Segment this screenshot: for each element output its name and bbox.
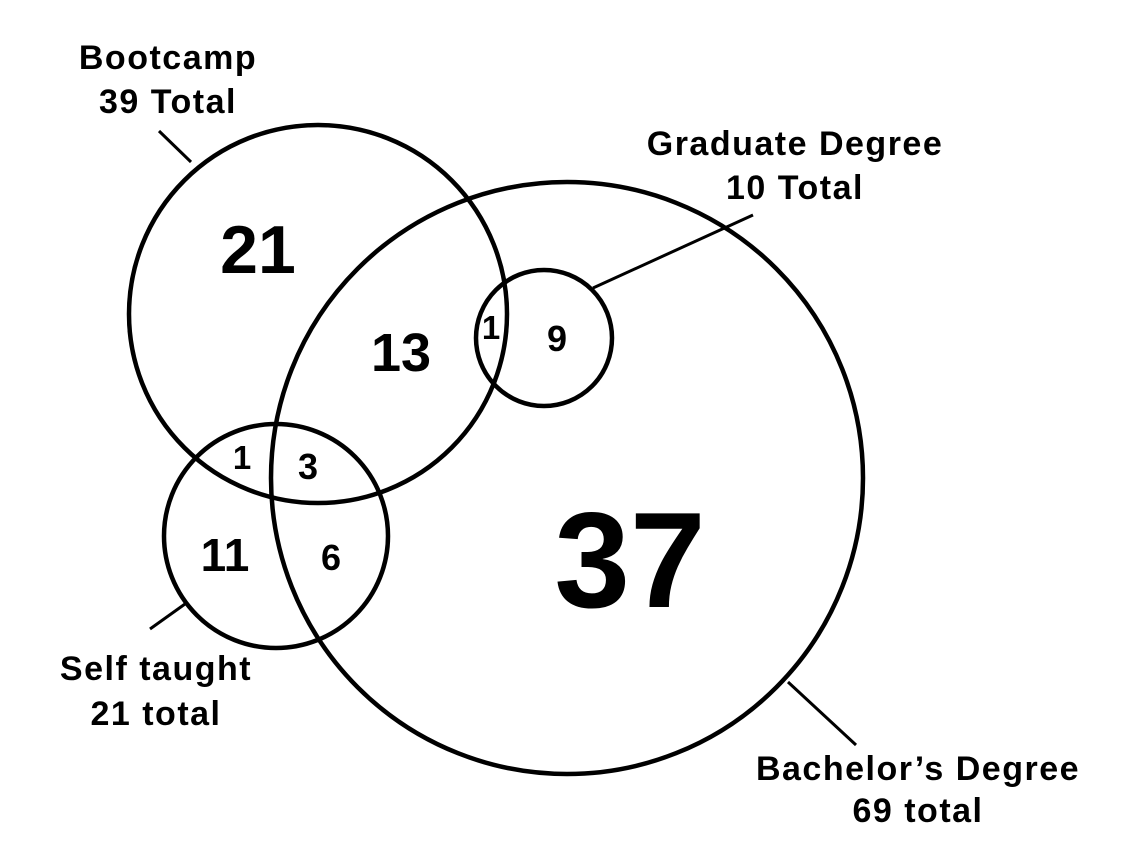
graduate-bachelors-count: 9 <box>547 318 567 359</box>
self-taught-bachelors-count: 6 <box>321 537 341 578</box>
bootcamp-label: Bootcamp <box>79 39 257 77</box>
self-taught-only-count: 11 <box>201 529 250 581</box>
graduate-degree-circle <box>473 267 615 409</box>
bachelors-only-count: 37 <box>554 484 705 636</box>
self-taught-total-label: 21 total <box>90 695 221 733</box>
bachelors-degree-circle <box>268 179 866 777</box>
self-taught-label: Self taught <box>60 650 252 688</box>
bootcamp-bachelors-count: 13 <box>371 323 431 383</box>
bootcamp-total-label: 39 Total <box>99 83 237 121</box>
self-taught-circle <box>161 421 391 651</box>
bachelors-degree-leader-line <box>786 680 858 747</box>
graduate-degree-leader-line <box>592 213 754 290</box>
bootcamp-self-taught-bachelors-count: 3 <box>298 446 318 487</box>
bootcamp-leader-line <box>157 129 193 164</box>
graduate-degree-label: Graduate Degree <box>647 125 944 163</box>
bootcamp-only-count: 21 <box>220 212 296 288</box>
graduate-degree-total-label: 10 Total <box>726 169 864 207</box>
bootcamp-bachelors-graduate-count: 1 <box>482 309 500 346</box>
bootcamp-self-taught-count: 1 <box>233 439 251 476</box>
bachelors-degree-total-label: 69 total <box>852 792 983 830</box>
self-taught-leader-line <box>149 602 186 631</box>
bachelors-degree-label: Bachelor’s Degree <box>756 750 1080 788</box>
bootcamp-circle <box>126 122 510 506</box>
